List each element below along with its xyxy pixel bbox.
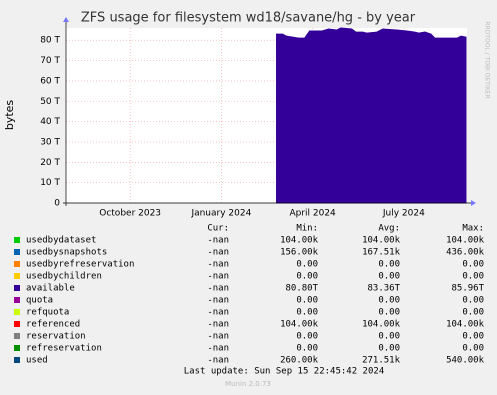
legend-cell: 104.00k (446, 236, 485, 246)
legend-cell: 80.80T (285, 284, 318, 294)
legend-cell: 104.00k (362, 236, 401, 246)
legend-cell: 0.00 (296, 296, 318, 306)
legend-cell: 156.00k (280, 248, 319, 258)
legend-cell: 271.51k (362, 356, 401, 366)
legend-swatch (14, 285, 20, 291)
legend-cell: 0.00 (378, 344, 400, 354)
x-axis-arrow (471, 200, 476, 206)
legend-cell: 436.00k (446, 248, 485, 258)
legend-name: available (26, 284, 75, 294)
legend-header: Max: (462, 224, 484, 234)
legend-name: refquota (26, 308, 69, 318)
legend-header: Min: (296, 224, 318, 234)
legend-cell: 0.00 (462, 272, 484, 282)
legend-name: usedbychildren (26, 272, 102, 282)
legend-cell: 0.00 (462, 296, 484, 306)
legend-name: reservation (26, 332, 86, 342)
legend-cell: 0.00 (462, 344, 484, 354)
legend-cell: 83.36T (367, 284, 400, 294)
y-tick-label: 70 T (40, 56, 60, 66)
legend-cell: -nan (207, 284, 229, 294)
legend-cell: -nan (207, 308, 229, 318)
legend-name: used (26, 356, 48, 366)
version: Munin 2.0.73 (225, 380, 271, 388)
legend-cell: 0.00 (296, 344, 318, 354)
side-text: RRDTOOL / TOBI OETIKER (484, 21, 491, 98)
legend-cell: -nan (207, 356, 229, 366)
y-tick-label: 20 T (40, 158, 60, 168)
legend-cell: -nan (207, 344, 229, 354)
legend-cell: 167.51k (362, 248, 401, 258)
legend-swatch (14, 237, 20, 243)
legend-cell: 260.00k (280, 356, 319, 366)
legend-cell: 104.00k (280, 236, 319, 246)
legend-cell: 0.00 (378, 272, 400, 282)
chart-title: ZFS usage for filesystem wd18/savane/hg … (81, 11, 416, 26)
legend-name: usedbysnapshots (26, 248, 107, 258)
legend-name: usedbyrefreservation (26, 260, 134, 270)
legend-cell: 0.00 (378, 260, 400, 270)
legend-cell: 0.00 (378, 308, 400, 318)
legend-cell: 0.00 (462, 308, 484, 318)
legend-name: quota (26, 296, 53, 306)
y-tick-label: 10 T (40, 178, 60, 188)
y-tick-label: 50 T (40, 97, 60, 107)
legend-swatch (14, 261, 20, 267)
legend-cell: -nan (207, 320, 229, 330)
legend-swatch (14, 273, 20, 279)
x-tick-label: July 2024 (382, 209, 425, 219)
y-tick-label: 80 T (40, 36, 60, 46)
legend-cell: 0.00 (378, 332, 400, 342)
legend-name: referenced (26, 320, 80, 330)
legend-cell: 0.00 (296, 308, 318, 318)
legend-cell: 104.00k (280, 320, 319, 330)
legend-cell: 0.00 (462, 332, 484, 342)
legend-cell: 85.96T (451, 284, 484, 294)
legend-cell: -nan (207, 248, 229, 258)
last-update: Last update: Sun Sep 15 22:45:42 2024 (184, 367, 384, 377)
x-tick-label: October 2023 (99, 209, 161, 219)
legend-name: usedbydataset (26, 236, 96, 246)
x-tick-label: January 2024 (190, 209, 251, 219)
legend-swatch (14, 321, 20, 327)
legend-cell: -nan (207, 236, 229, 246)
legend-name: refreservation (26, 344, 102, 354)
legend-cell: -nan (207, 272, 229, 282)
x-tick-label: April 2024 (289, 209, 336, 219)
legend-cell: -nan (207, 296, 229, 306)
legend-cell: 104.00k (362, 320, 401, 330)
y-axis-arrow (63, 17, 69, 22)
y-tick-label: 0 (54, 199, 60, 209)
legend-cell: 0.00 (462, 260, 484, 270)
legend-cell: 0.00 (296, 332, 318, 342)
legend-swatch (14, 345, 20, 351)
legend-swatch (14, 309, 20, 315)
legend-header: Cur: (207, 224, 229, 234)
area (276, 27, 467, 204)
legend-swatch (14, 297, 20, 303)
legend-swatch (14, 357, 20, 363)
y-tick-label: 60 T (40, 76, 60, 86)
legend-cell: 540.00k (446, 356, 485, 366)
legend-cell: 0.00 (378, 296, 400, 306)
legend-header: Avg: (378, 224, 400, 234)
legend-cell: 0.00 (296, 272, 318, 282)
legend-cell: -nan (207, 332, 229, 342)
legend-swatch (14, 249, 20, 255)
y-tick-label: 30 T (40, 137, 60, 147)
legend-cell: 104.00k (446, 320, 485, 330)
y-tick-label: 40 T (40, 117, 60, 127)
legend-swatch (14, 333, 20, 339)
legend-cell: 0.00 (296, 260, 318, 270)
y-axis-label: bytes (3, 100, 16, 131)
legend-cell: -nan (207, 260, 229, 270)
